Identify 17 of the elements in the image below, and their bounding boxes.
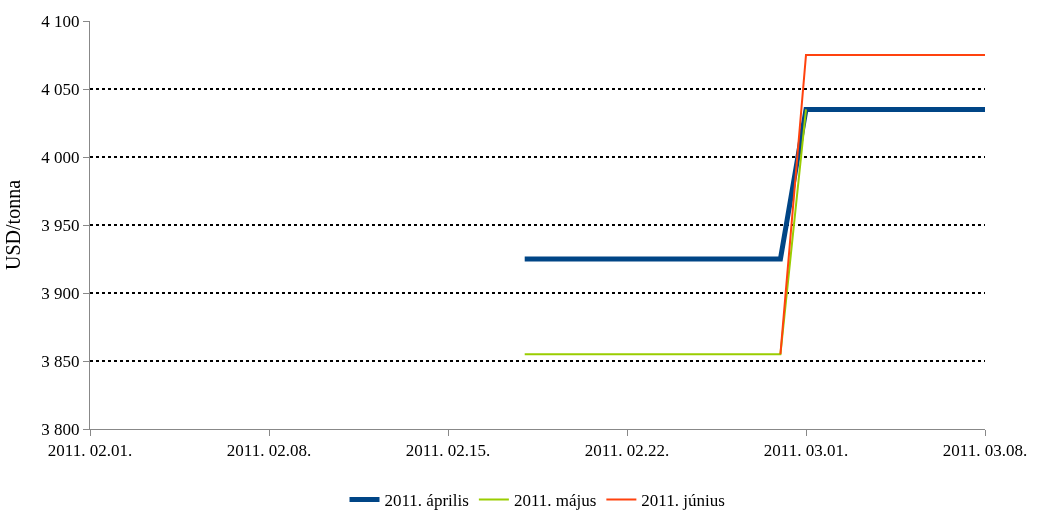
y-tick-label: 3 950 [41,215,80,235]
x-tick-label: 2011. 02.01. [47,441,133,461]
legend-label: 2011. június [641,491,725,511]
legend-label: 2011. április [384,491,469,511]
x-tick-label: 2011. 03.08. [942,441,1028,461]
y-tick-label: 3 900 [41,283,80,303]
x-tick-label: 2011. 02.15. [405,441,491,461]
y-axis-title: USD/tonna [1,179,24,270]
y-tick-label: 4 100 [41,11,80,31]
y-tick-label: 3 800 [41,419,80,439]
x-tick-label: 2011. 02.08. [226,441,312,461]
y-tick-label: 4 050 [41,79,80,99]
x-tick-label: 2011. 02.22. [584,441,670,461]
x-tick-label: 2011. 03.01. [763,441,849,461]
legend-label: 2011. május [513,491,597,511]
y-tick-label: 3 850 [41,351,80,371]
y-tick-label: 4 000 [41,147,80,167]
